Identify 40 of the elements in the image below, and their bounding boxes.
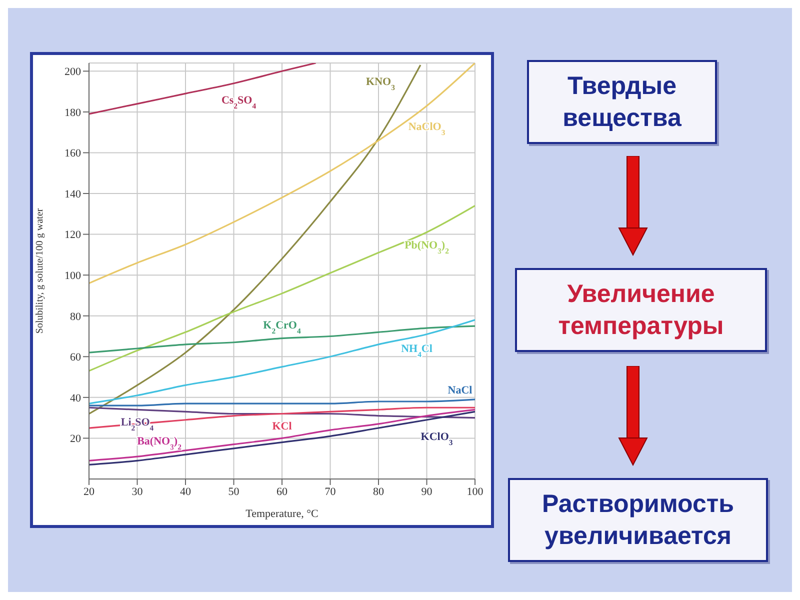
x-axis-title: Temperature, °C xyxy=(246,508,318,520)
series-label: KNO$_{3}$ xyxy=(366,76,396,92)
y-axis-title: Solubility, g solute/100 g water xyxy=(34,208,46,334)
y-tick-label: 200 xyxy=(64,66,82,78)
x-tick-label: 60 xyxy=(276,486,288,498)
line-series xyxy=(89,406,475,419)
x-tick-label: 20 xyxy=(84,486,95,498)
series-label: NaCl xyxy=(448,384,472,396)
series-label: K$_{2}$CrO$_{4}$ xyxy=(263,319,301,335)
x-tick-label: 50 xyxy=(228,486,240,498)
text: Увеличение температуры xyxy=(515,268,767,352)
series-label: KCl xyxy=(272,420,292,433)
y-tick-label: 40 xyxy=(70,392,82,404)
series-label: NH$_{4}$Cl xyxy=(401,343,432,359)
series-label: KClO$_{3}$ xyxy=(420,430,453,446)
line-series xyxy=(89,406,475,429)
x-tick-label: 90 xyxy=(421,486,433,498)
line-series xyxy=(89,63,317,115)
x-tick-label: 80 xyxy=(373,486,384,498)
x-tick-label: 100 xyxy=(466,486,484,498)
y-tick-label: 180 xyxy=(64,106,82,119)
series-label: Ba(NO$_{3}$)$_{2}$ xyxy=(137,436,182,452)
line-series xyxy=(89,204,475,372)
y-tick-label: 140 xyxy=(64,188,82,200)
line-series xyxy=(89,398,475,406)
text: Растворимость увеличивается xyxy=(508,478,768,562)
x-tick-label: 70 xyxy=(324,486,336,498)
y-tick-label: 20 xyxy=(70,433,82,446)
series-label: Cs$_{2}$SO$_{4}$ xyxy=(221,94,256,110)
x-tick-label: 30 xyxy=(132,486,144,498)
line-series xyxy=(89,319,475,404)
series-label: Pb(NO$_{3}$)$_{2}$ xyxy=(404,239,450,255)
y-tick-label: 60 xyxy=(70,352,82,364)
y-tick-label: 160 xyxy=(64,148,82,160)
series-label: NaClO$_{3}$ xyxy=(408,120,446,136)
x-tick-label: 40 xyxy=(180,486,192,498)
text: Твердые вещества xyxy=(527,60,717,144)
y-tick-label: 100 xyxy=(64,270,82,282)
y-tick-label: 80 xyxy=(70,310,82,323)
y-tick-label: 120 xyxy=(64,229,82,242)
